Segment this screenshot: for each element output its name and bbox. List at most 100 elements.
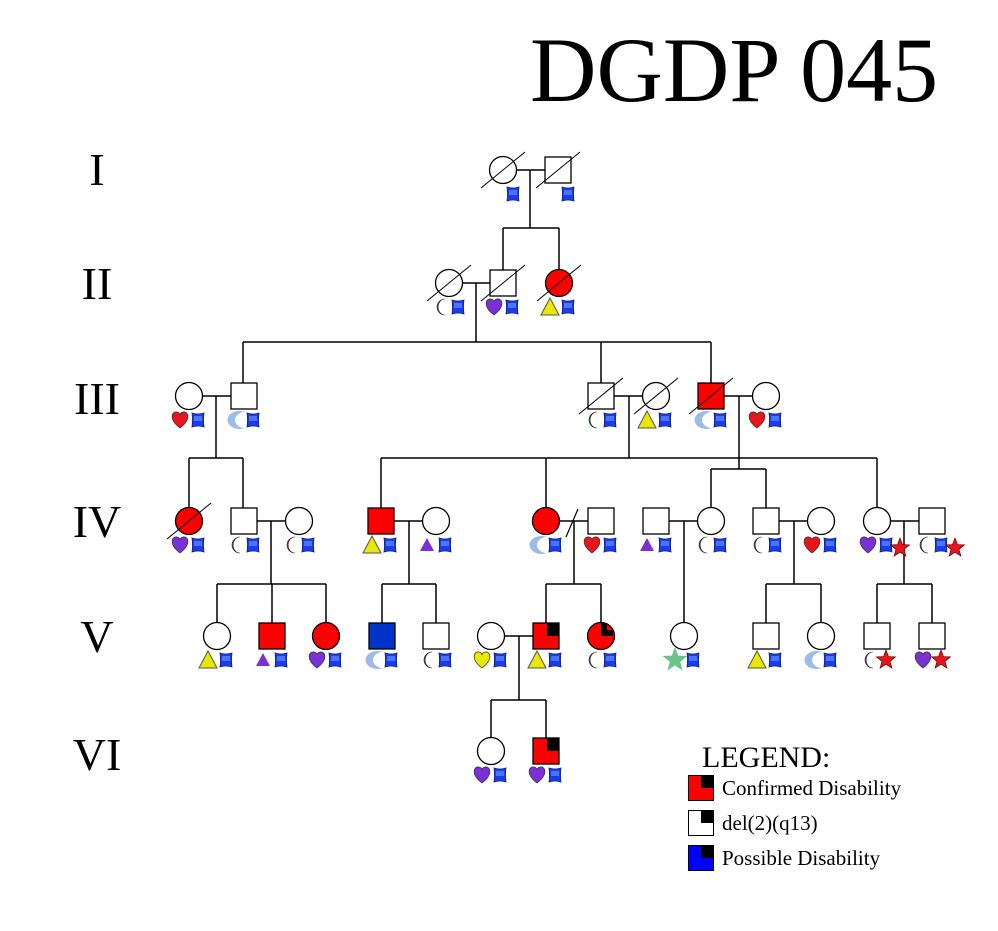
highlight bbox=[331, 656, 339, 661]
triangle-shape bbox=[527, 649, 547, 669]
blue-square-icon bbox=[548, 652, 562, 668]
blue-square-icon bbox=[191, 537, 205, 553]
red-heart-icon bbox=[171, 411, 189, 429]
individual-IV-11 bbox=[806, 506, 836, 536]
female-symbol bbox=[421, 506, 451, 536]
male-symbol bbox=[368, 622, 396, 650]
heart-shape bbox=[308, 651, 326, 669]
deceased-slash bbox=[536, 264, 582, 302]
highlight bbox=[564, 303, 572, 308]
individual-III-1 bbox=[174, 381, 204, 411]
individual-III-6 bbox=[751, 381, 781, 411]
red-star-icon bbox=[930, 649, 952, 669]
moon-shape bbox=[804, 651, 822, 669]
individual-V-9 bbox=[669, 621, 699, 651]
purple-heart-icon bbox=[473, 766, 491, 784]
highlight bbox=[716, 416, 724, 421]
male-symbol bbox=[918, 507, 946, 535]
blue-square-icon bbox=[451, 299, 465, 315]
male-symbol bbox=[863, 622, 891, 650]
female-symbol bbox=[202, 621, 232, 651]
blue-square-icon bbox=[768, 412, 782, 428]
individual-II-1 bbox=[426, 264, 472, 302]
individual-IV-10 bbox=[752, 507, 780, 535]
purple-heart-icon bbox=[859, 536, 877, 554]
female-symbol bbox=[751, 381, 781, 411]
lightblue-moon-icon bbox=[227, 411, 245, 429]
highlight bbox=[606, 541, 614, 546]
yellow-triangle-icon bbox=[637, 409, 657, 429]
triangle-shape bbox=[362, 534, 382, 554]
female-symbol bbox=[311, 621, 341, 651]
blue-square-icon bbox=[658, 412, 672, 428]
highlight bbox=[564, 190, 572, 195]
individual-IV-3 bbox=[284, 506, 314, 536]
lightblue-moon-icon bbox=[804, 651, 822, 669]
heart-shape bbox=[914, 651, 932, 669]
female-symbol bbox=[476, 736, 506, 766]
moon-shape bbox=[753, 536, 763, 554]
blue-square-icon bbox=[768, 652, 782, 668]
moon-shape bbox=[864, 651, 874, 669]
star-shape bbox=[662, 647, 688, 671]
individual-VI-1 bbox=[476, 736, 506, 766]
highlight bbox=[249, 416, 257, 421]
blue-square-icon bbox=[505, 299, 519, 315]
individual-V-3 bbox=[311, 621, 341, 651]
highlight bbox=[937, 541, 945, 546]
moon-shape bbox=[919, 536, 929, 554]
highlight bbox=[386, 541, 394, 546]
blue-square-icon bbox=[383, 537, 397, 553]
generation-label: VI bbox=[72, 729, 122, 780]
purple-heart-icon bbox=[308, 651, 326, 669]
deceased-slash bbox=[633, 377, 679, 415]
blue-square-icon bbox=[823, 652, 837, 668]
red-star-icon bbox=[889, 537, 911, 557]
deceased-slash bbox=[166, 502, 212, 540]
red-star-icon bbox=[875, 649, 897, 669]
moon-shape bbox=[286, 536, 296, 554]
legend-swatch bbox=[688, 845, 714, 871]
yellow-triangle-icon bbox=[198, 649, 218, 669]
highlight bbox=[509, 190, 517, 195]
purple-heart-icon bbox=[485, 298, 503, 316]
highlight bbox=[249, 541, 257, 546]
highlight bbox=[551, 771, 559, 776]
heart-shape bbox=[171, 536, 189, 554]
individual-IV-5 bbox=[421, 506, 451, 536]
generation-label: II bbox=[81, 258, 113, 309]
highlight bbox=[716, 541, 724, 546]
highlight bbox=[551, 656, 559, 661]
purple-moon-icon bbox=[919, 536, 929, 554]
yellow-triangle-icon bbox=[540, 296, 560, 316]
blue-square-icon bbox=[493, 767, 507, 783]
female-symbol bbox=[696, 506, 726, 536]
yellow-triangle-icon bbox=[747, 649, 767, 669]
highlight bbox=[882, 541, 890, 546]
individual-V-12 bbox=[863, 622, 891, 650]
purple-moon-icon bbox=[436, 298, 446, 316]
lightblue-moon-icon bbox=[365, 651, 383, 669]
individual-IV-13 bbox=[918, 507, 946, 535]
triangle-shape bbox=[540, 296, 560, 316]
individual-V-7 bbox=[532, 622, 560, 650]
highlight bbox=[496, 771, 504, 776]
individual-I-2 bbox=[535, 151, 581, 189]
legend-swatch bbox=[688, 810, 714, 836]
blue-square-icon bbox=[561, 299, 575, 315]
female-symbol bbox=[284, 506, 314, 536]
highlight bbox=[496, 656, 504, 661]
moon-shape bbox=[588, 651, 598, 669]
moon-shape bbox=[529, 536, 547, 554]
female-symbol bbox=[806, 621, 836, 651]
yellow-triangle-icon bbox=[362, 534, 382, 554]
individual-III-3 bbox=[578, 377, 624, 415]
deletion-marker bbox=[601, 623, 613, 636]
highlight bbox=[508, 303, 516, 308]
blue-square-icon bbox=[301, 537, 315, 553]
male-symbol bbox=[258, 622, 286, 650]
blue-square-icon bbox=[561, 186, 575, 202]
male-symbol bbox=[918, 622, 946, 650]
individual-V-6 bbox=[476, 621, 506, 651]
red-heart-icon bbox=[803, 536, 821, 554]
